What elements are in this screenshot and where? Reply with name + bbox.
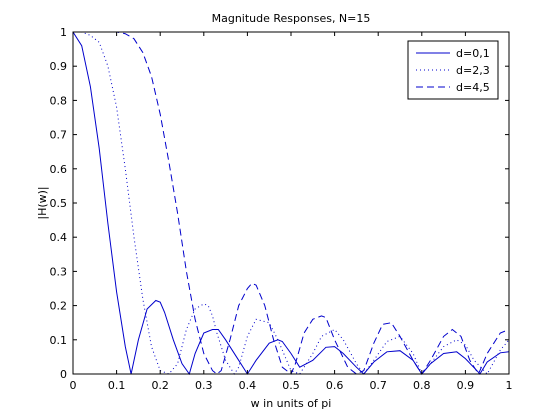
x-tick-label: 0.7 xyxy=(369,379,387,392)
y-axis-label: |H(w)| xyxy=(36,186,49,219)
y-tick-label: 0.9 xyxy=(50,60,68,73)
y-tick-label: 0.2 xyxy=(50,300,68,313)
x-tick-label: 0 xyxy=(70,379,77,392)
x-tick-label: 0.9 xyxy=(457,379,475,392)
y-tick-label: 0.4 xyxy=(50,231,68,244)
plot-layer xyxy=(72,31,510,376)
chart-title: Magnitude Responses, N=15 xyxy=(212,12,371,25)
x-tick-label: 0.2 xyxy=(151,379,169,392)
legend-box xyxy=(407,40,499,100)
x-tick-label: 1 xyxy=(506,379,513,392)
x-tick-label: 0.5 xyxy=(282,379,300,392)
x-tick-label: 0.1 xyxy=(108,379,126,392)
y-tick-label: 0.8 xyxy=(50,94,68,107)
y-tick-label: 0.7 xyxy=(50,129,68,142)
series-line-3 xyxy=(112,31,510,376)
series-line-1 xyxy=(72,31,510,376)
x-tick-label: 0.6 xyxy=(326,379,344,392)
x-tick-label: 0.4 xyxy=(239,379,257,392)
ticks-layer: 0 0.1 0.2 0.3 0.4 0.5 0.6 0.7 0.8 0.9 1 0 0.1 0.2 0.3 0… xyxy=(50,26,513,392)
legend-label-1: d=0,1 xyxy=(456,47,490,60)
y-tick-label: 0.6 xyxy=(50,163,68,176)
y-tick-label: 0.5 xyxy=(50,197,68,210)
legend-label-3: d=4,5 xyxy=(456,81,490,94)
y-tick-label: 1 xyxy=(60,26,67,39)
legend: d=0,1 d=2,3 d=4,5 xyxy=(407,40,499,100)
y-tick-label: 0 xyxy=(60,368,67,381)
y-tick-label: 0.1 xyxy=(50,334,68,347)
legend-label-2: d=2,3 xyxy=(456,64,490,77)
x-axis-label: w in units of pi xyxy=(251,397,332,410)
x-tick-label: 0.8 xyxy=(413,379,431,392)
x-tick-label: 0.3 xyxy=(195,379,213,392)
y-tick-label: 0.3 xyxy=(50,265,68,278)
